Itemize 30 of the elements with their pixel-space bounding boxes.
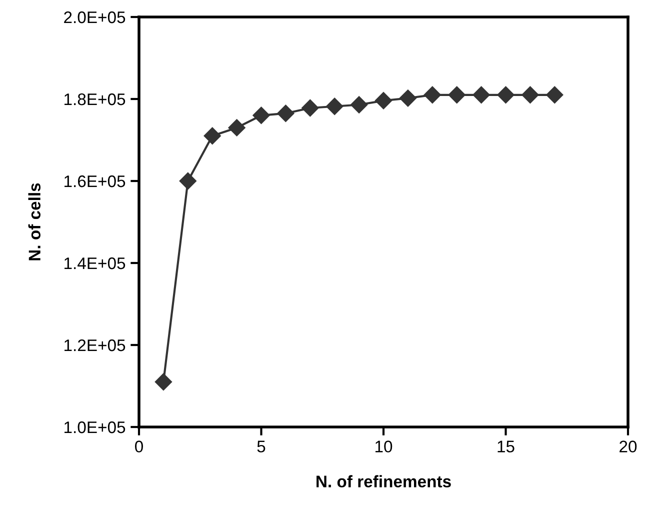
y-tick-label: 2.0E+05 [64, 11, 126, 24]
point [326, 98, 344, 115]
y-tick-label: 1.6E+05 [64, 175, 126, 188]
x-tick-label: 0 [135, 440, 143, 452]
point [472, 86, 490, 104]
point [204, 127, 221, 144]
point [252, 106, 270, 124]
y-tick-label: 1.4E+05 [64, 257, 126, 270]
point [522, 86, 539, 104]
y-axis-title: N. of cells [28, 183, 41, 260]
y-tick-label: 1.0E+05 [64, 421, 126, 434]
point [424, 86, 441, 104]
point [228, 119, 246, 136]
point [546, 86, 564, 104]
point [302, 99, 319, 117]
x-tick-label: 5 [257, 440, 266, 452]
x-tick-label: 15 [498, 440, 514, 452]
y-tick-label: 1.8E+05 [64, 93, 126, 106]
point [350, 96, 368, 114]
point [448, 86, 466, 104]
y-tick-label: 1.2E+05 [64, 339, 126, 352]
point [497, 86, 514, 104]
point [277, 104, 294, 122]
point [399, 90, 416, 107]
x-tick-label: 10 [376, 440, 392, 452]
x-axis-title: N. of refinements [316, 475, 451, 488]
x-tick-label: 20 [620, 440, 637, 452]
point [154, 373, 172, 390]
point [374, 92, 392, 110]
point [179, 172, 196, 190]
